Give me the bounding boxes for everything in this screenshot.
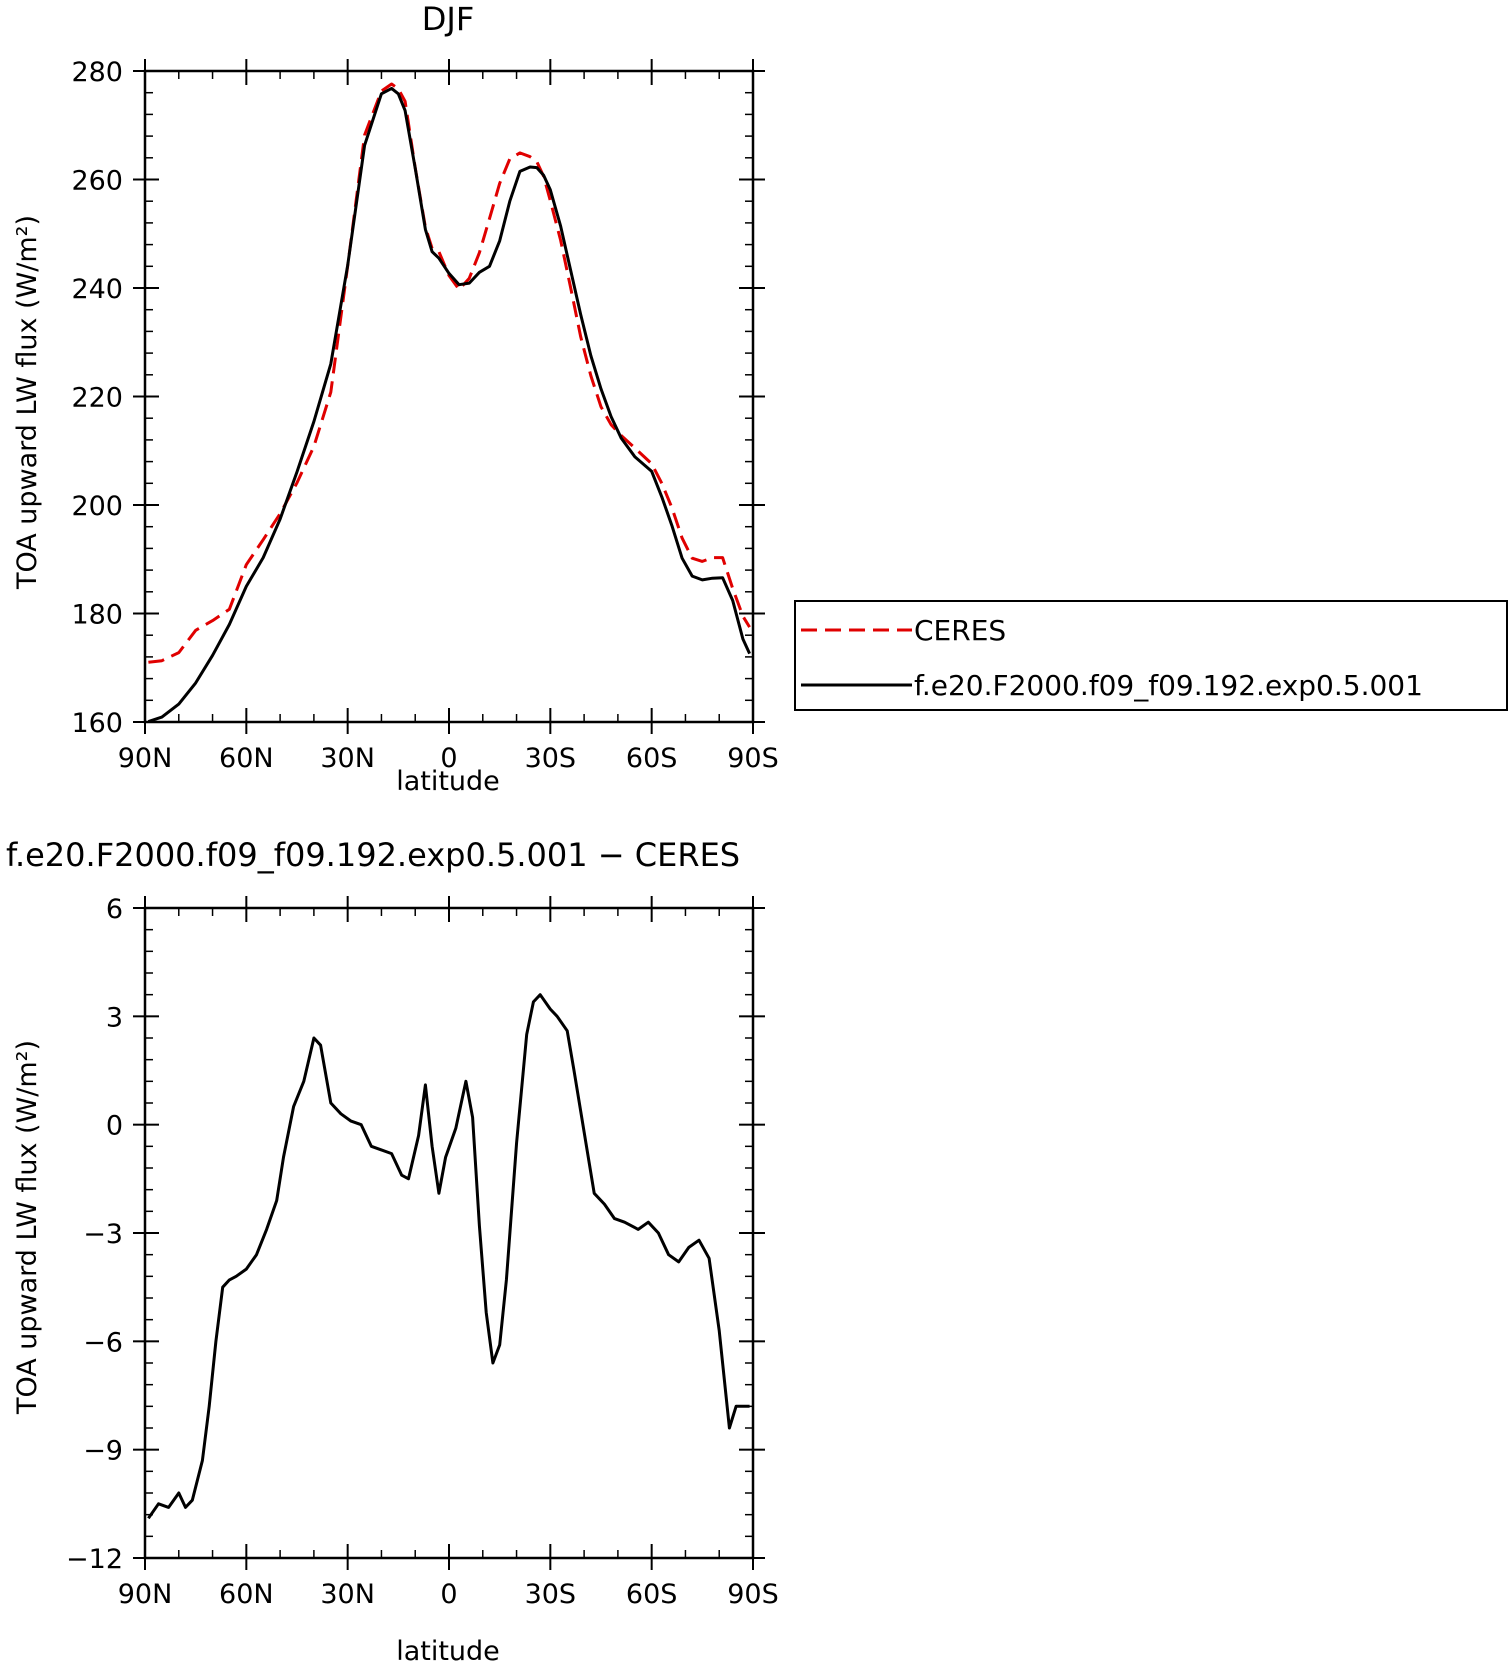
top-plot-frame bbox=[143, 69, 755, 724]
bottom-x-tick-label: 60S bbox=[626, 1579, 678, 1610]
top-chart-title: DJF bbox=[422, 0, 474, 38]
top-y-tick-label: 280 bbox=[71, 57, 123, 88]
legend-label-ceres: CERES bbox=[914, 614, 1006, 647]
top-series bbox=[147, 82, 751, 723]
legend: CERES f.e20.F2000.f09_f09.192.exp0.5.001 bbox=[794, 600, 1508, 711]
top-series-line-1 bbox=[147, 86, 751, 723]
top-y-tick-label: 160 bbox=[71, 708, 123, 739]
top-y-axis-label-group: TOA upward LW flux (W/m²) bbox=[12, 215, 43, 590]
top-x-tick-label: 30N bbox=[320, 743, 375, 774]
top-x-tick-label: 0 bbox=[440, 743, 457, 774]
top-x-tick-label: 30S bbox=[525, 743, 577, 774]
top-y-tick-label: 200 bbox=[71, 491, 123, 522]
bottom-y-tick-label: −3 bbox=[83, 1219, 123, 1250]
bottom-y-axis-label-group: TOA upward LW flux (W/m²) bbox=[12, 1040, 43, 1415]
bottom-y-tick-label: −12 bbox=[66, 1544, 123, 1575]
bottom-plot-frame bbox=[143, 906, 755, 1560]
top-x-tick-label: 60N bbox=[219, 743, 274, 774]
bottom-y-tick-label: −6 bbox=[83, 1327, 123, 1358]
bottom-x-tick-label: 0 bbox=[440, 1579, 457, 1610]
top-y-tick-label: 180 bbox=[71, 600, 123, 631]
legend-box bbox=[794, 600, 1508, 711]
top-panel: DJF TOA upward LW flux (W/m²) latitude 1… bbox=[12, 0, 1508, 797]
top-ticks: 160 180 200 220 240 260 280 90N 60N 30N 0 30S 60S 90S bbox=[71, 57, 778, 774]
top-x-tick-label: 90S bbox=[727, 743, 779, 774]
top-x-tick-label: 60S bbox=[626, 743, 678, 774]
bottom-y-tick-label: 0 bbox=[106, 1111, 123, 1142]
bottom-y-tick-label: −9 bbox=[83, 1436, 123, 1467]
bottom-x-axis-label: latitude bbox=[396, 1636, 500, 1665]
bottom-x-tick-label: 30N bbox=[320, 1579, 375, 1610]
bottom-panel: f.e20.F2000.f09_f09.192.exp0.5.001 − CER… bbox=[6, 836, 779, 1665]
legend-label-model: f.e20.F2000.f09_f09.192.exp0.5.001 bbox=[914, 669, 1423, 702]
bottom-series-line-0 bbox=[147, 993, 750, 1520]
bottom-series bbox=[147, 993, 750, 1520]
top-y-axis-label: TOA upward LW flux (W/m²) bbox=[12, 215, 43, 590]
top-x-axis-label: latitude bbox=[396, 766, 500, 797]
bottom-chart-title: f.e20.F2000.f09_f09.192.exp0.5.001 − CER… bbox=[6, 836, 740, 874]
bottom-x-tick-label: 90N bbox=[118, 1579, 173, 1610]
top-y-tick-label: 260 bbox=[71, 166, 123, 197]
top-x-tick-label: 90N bbox=[118, 743, 173, 774]
bottom-x-tick-label: 60N bbox=[219, 1579, 274, 1610]
bottom-y-tick-label: 3 bbox=[106, 1002, 123, 1033]
bottom-y-tick-label: 6 bbox=[106, 894, 123, 925]
top-y-tick-label: 220 bbox=[71, 383, 123, 414]
top-y-tick-label: 240 bbox=[71, 274, 123, 305]
bottom-x-tick-label: 90S bbox=[727, 1579, 779, 1610]
bottom-x-tick-label: 30S bbox=[525, 1579, 577, 1610]
bottom-y-axis-label: TOA upward LW flux (W/m²) bbox=[12, 1040, 43, 1415]
top-series-line-0 bbox=[148, 82, 751, 664]
